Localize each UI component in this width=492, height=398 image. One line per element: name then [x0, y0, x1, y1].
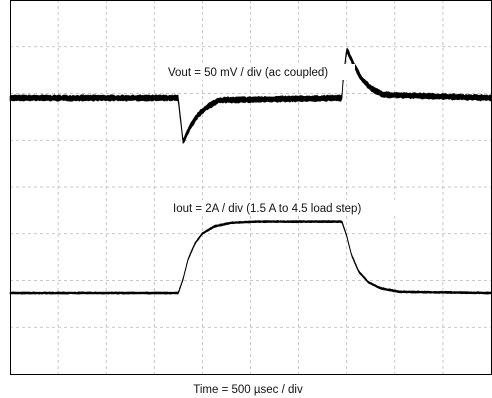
- vout-annotation-bg: [165, 64, 355, 80]
- iout-annotation-bg: [170, 200, 398, 216]
- plot-frame: [10, 0, 492, 375]
- iout-annotation: Iout = 2A / div (1.5 A to 4.5 load step): [173, 203, 361, 215]
- plot-grid: [10, 0, 491, 374]
- x-axis-label: Time = 500 µsec / div: [193, 384, 303, 396]
- vout-annotation: Vout = 50 mV / div (ac coupled): [168, 67, 328, 79]
